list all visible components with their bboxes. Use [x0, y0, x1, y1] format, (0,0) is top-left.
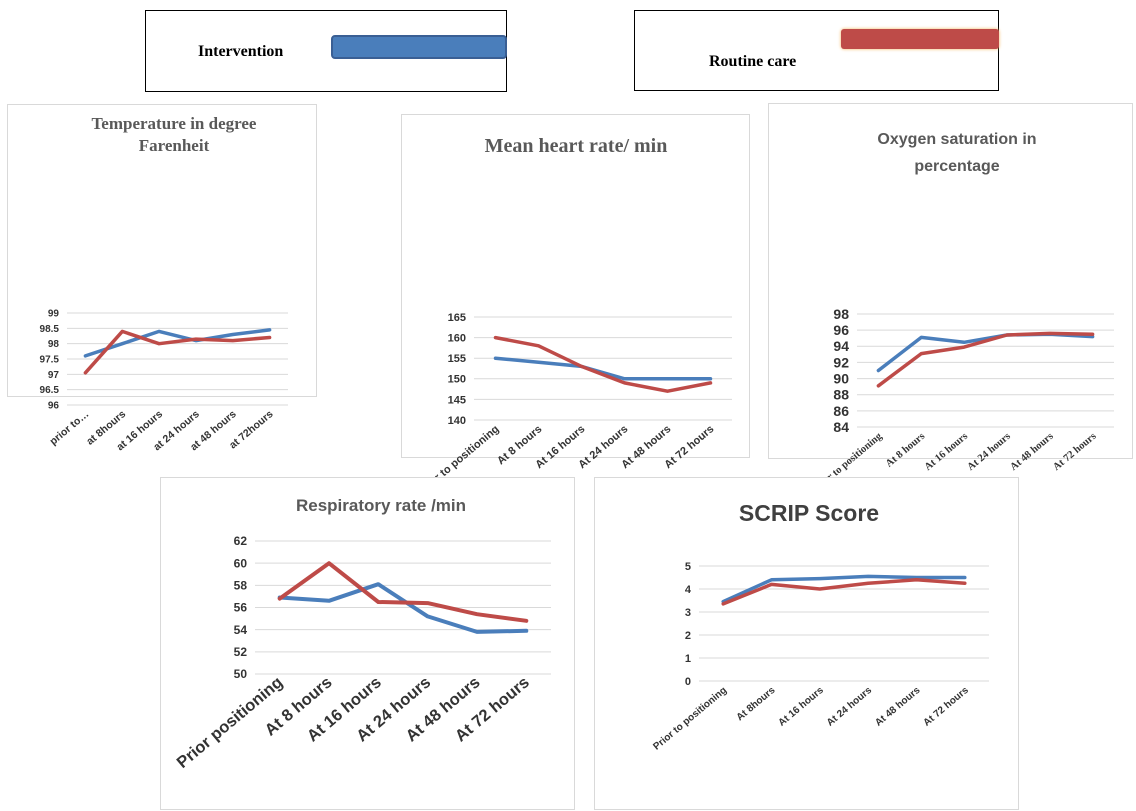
respiratory-rate-y-tick-label: 60	[234, 556, 248, 570]
oxygen-saturation-y-tick-label: 94	[833, 338, 849, 354]
respiratory-rate-y-tick-label: 54	[234, 623, 248, 637]
scrip-x-tick-label: At 16 hours	[777, 685, 827, 729]
respiratory-rate-chart-title: Respiratory rate /min	[296, 496, 466, 515]
heart-rate-y-tick-label: 145	[448, 394, 466, 406]
oxygen-saturation-y-tick-label: 86	[833, 403, 849, 419]
scrip-y-tick-label: 3	[685, 607, 691, 619]
temperature-chart-title: Farenheit	[139, 136, 210, 155]
temperature-chart-title: Temperature in degree	[92, 114, 257, 133]
temperature-chart-panel: Temperature in degree Farenheit 96 96.5 97 97…	[7, 104, 317, 453]
respiratory-rate-y-tick-label: 52	[234, 645, 248, 659]
oxygen-saturation-y-tick-label: 98	[833, 306, 849, 322]
temperature-y-tick-label: 98	[48, 339, 60, 350]
temperature-y-tick-label: 96	[48, 401, 60, 412]
scrip-intervention-line	[721, 574, 967, 604]
respiratory-rate-y-tick-label: 50	[234, 667, 248, 681]
heart-rate-y-tick-label: 140	[448, 415, 466, 427]
oxygen-saturation-chart-title: Oxygen saturation in	[877, 131, 1036, 148]
heart-rate-y-tick-label: 160	[448, 332, 466, 344]
heart-rate-y-tick-label: 150	[448, 374, 466, 386]
heart-rate-intervention-line	[493, 356, 713, 381]
temperature-chart: Temperature in degree Farenheit 96 96.5 97 97…	[40, 114, 288, 453]
temperature-y-tick-label: 99	[48, 309, 60, 320]
respiratory-rate-routine-line	[277, 561, 529, 623]
heart-rate-routine-line	[493, 335, 713, 393]
respiratory-rate-y-tick-label: 62	[234, 534, 248, 548]
oxygen-saturation-chart-panel: Oxygen saturation in percentage 84 86 88 90 92…	[768, 103, 1133, 495]
heart-rate-chart-panel: Mean heart rate/ min 140 145 150 155 160 165 Pr…	[401, 114, 750, 498]
scrip-y-tick-label: 1	[685, 653, 691, 665]
heart-rate-chart: Mean heart rate/ min140145150155160165Pr…	[416, 135, 732, 498]
scrip-y-tick-label: 0	[685, 676, 691, 688]
heart-rate-y-tick-label: 155	[448, 353, 466, 365]
scrip-x-tick-label: At 8hours	[735, 685, 778, 724]
oxygen-saturation-y-tick-label: 90	[833, 370, 849, 386]
temperature-intervention-line	[83, 328, 272, 358]
oxygen-saturation-routine-line	[876, 331, 1095, 388]
respiratory-rate-chart-panel: Respiratory rate /min 50 52 54 56 58 60 62 Prior…	[160, 477, 575, 810]
oxygen-saturation-y-tick-label: 96	[833, 322, 849, 338]
legend-routine-label: Routine care	[709, 53, 797, 70]
respiratory-rate-intervention-line	[277, 582, 529, 634]
scrip-x-tick-label: At 48 hours	[873, 685, 923, 729]
oxygen-saturation-x-tick-label: At 72 hours	[1051, 431, 1098, 473]
scrip-score-chart-panel: SCRIP Score 0 1 2 3 4 5 Prior to positioning At …	[594, 477, 1019, 810]
oxygen-saturation-x-tick-label: At 48 hours	[1008, 431, 1055, 473]
oxygen-saturation-x-tick-label: At 8 hours	[884, 431, 927, 470]
oxygen-saturation-x-tick-label: At 16 hours	[923, 431, 970, 473]
scrip-x-tick-label: At 24 hours	[825, 685, 875, 729]
scrip-x-tick-label: Prior to positioning	[651, 685, 729, 753]
respiratory-rate-chart: Respiratory rate /min50525456586062Prior…	[174, 496, 551, 772]
oxygen-saturation-chart-title: percentage	[914, 158, 999, 175]
oxygen-saturation-chart: Oxygen saturation in percentage 8486889092…	[810, 131, 1114, 495]
temperature-y-tick-label: 96.5	[40, 385, 60, 396]
scrip-chart-title: SCRIP Score	[739, 500, 879, 526]
temperature-routine-line	[83, 329, 272, 375]
heart-rate-chart-title: Mean heart rate/ min	[485, 135, 668, 157]
scrip-y-tick-label: 4	[685, 584, 692, 596]
legend-intervention-box: Intervention	[145, 10, 507, 92]
legend-intervention-label: Intervention	[198, 43, 284, 60]
oxygen-saturation-y-tick-label: 88	[833, 387, 849, 403]
legend-intervention-swatch	[331, 35, 507, 59]
respiratory-rate-y-tick-label: 56	[234, 601, 248, 615]
legend-routine-box: Routine care	[634, 10, 999, 91]
scrip-routine-line	[721, 578, 967, 606]
respiratory-rate-y-tick-label: 58	[234, 579, 248, 593]
scrip-y-tick-label: 5	[685, 561, 691, 573]
oxygen-saturation-x-tick-label: At 24 hours	[966, 431, 1013, 473]
scrip-x-tick-label: At 72 hours	[922, 685, 972, 729]
scrip-y-tick-label: 2	[685, 630, 691, 642]
heart-rate-y-tick-label: 165	[448, 312, 466, 324]
temperature-y-tick-label: 98.5	[40, 324, 60, 335]
legend-routine-swatch	[841, 29, 999, 49]
temperature-y-tick-label: 97	[48, 370, 60, 381]
temperature-x-tick-label: prior to…	[47, 408, 91, 448]
temperature-y-tick-label: 97.5	[40, 355, 60, 366]
oxygen-saturation-y-tick-label: 92	[833, 354, 849, 370]
oxygen-saturation-y-tick-label: 84	[833, 419, 849, 435]
